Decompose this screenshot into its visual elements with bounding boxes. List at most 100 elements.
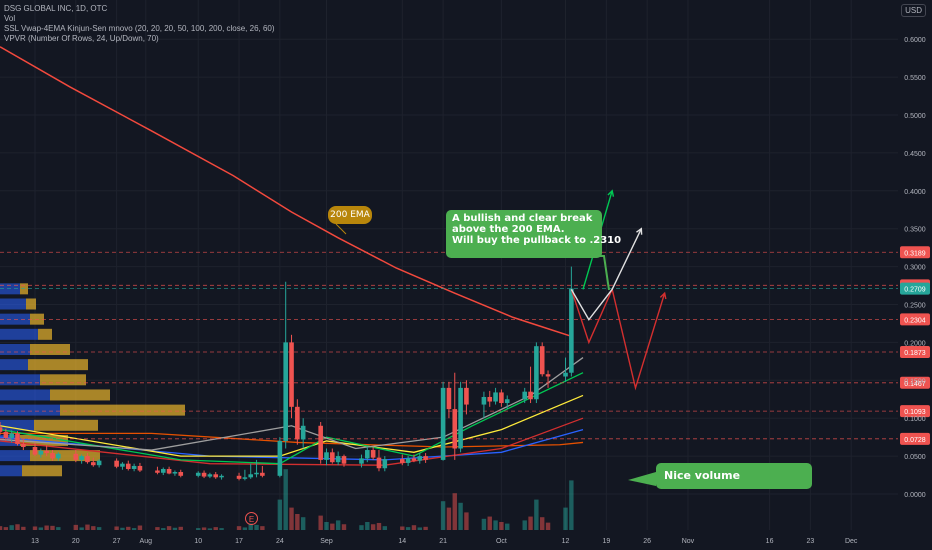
candle-body [563, 372, 568, 377]
volume-bar [300, 517, 306, 530]
volume-bar [318, 515, 323, 530]
volume-bar [96, 527, 102, 530]
candle-body [534, 346, 539, 400]
volume-bar [370, 524, 376, 530]
volume-bar [73, 524, 79, 530]
vpvr-down-bar [50, 389, 110, 401]
price-level-label: 0.2304 [904, 317, 926, 324]
vpvr-down-bar [22, 465, 62, 477]
price-level-label: 0.2709 [904, 287, 926, 294]
candle-body [405, 458, 411, 463]
neutral-projection-arrow [570, 228, 642, 321]
moving-average-line [0, 372, 584, 465]
time-tick-label: 23 [806, 538, 814, 545]
breakout-callout: A bullish and clear break above the 200 … [446, 210, 621, 258]
volume-bar [405, 527, 411, 530]
volume-bar [207, 528, 213, 530]
candle-body [446, 387, 452, 410]
volume-bar [324, 522, 329, 530]
vpvr-indicator-label[interactable]: VPVR (Number Of Rows, 24, Up/Down, 70) [4, 34, 159, 43]
candle-body [440, 387, 446, 460]
candle-body [545, 374, 551, 377]
price-level-label: 0.1467 [904, 381, 926, 388]
vpvr-down-bar [60, 404, 185, 416]
volume-bar [335, 520, 341, 530]
candle-body [236, 475, 242, 479]
vpvr-up-bar [0, 450, 30, 462]
candle-body [178, 472, 184, 476]
price-axis: 0.31890.27530.27090.23040.18730.14670.10… [900, 37, 930, 499]
earnings-marker[interactable]: E [245, 512, 258, 525]
candle-body [254, 472, 259, 475]
price-level-tag [900, 246, 930, 259]
volume-bar [38, 527, 44, 530]
price-tick-label: 0.3500 [904, 227, 926, 234]
candle-body [376, 457, 382, 469]
vpvr-down-bar [40, 374, 86, 386]
candle-body [289, 342, 294, 407]
candle-body [260, 472, 265, 476]
price-level-label: 0.3189 [904, 250, 926, 257]
volume-bar [172, 527, 178, 530]
volume-bar [411, 525, 417, 530]
price-level-label: 0.1093 [904, 409, 926, 416]
volume-bar [166, 526, 172, 530]
candle-body [452, 409, 458, 449]
time-tick-label: 14 [398, 538, 406, 545]
candle-body [493, 392, 498, 402]
candle-body [172, 472, 178, 474]
candle-body [166, 468, 172, 474]
volume-bar [522, 520, 527, 530]
volume-bar [178, 526, 183, 530]
symbol-title[interactable]: DSG GLOBAL INC, 1D, OTC [4, 4, 108, 13]
volume-bar [423, 526, 428, 530]
price-tick-label: 0.2000 [904, 340, 926, 347]
volume-bar [481, 518, 487, 530]
vol-indicator-label[interactable]: Vol [4, 14, 16, 23]
candle-body [201, 472, 207, 477]
volume-bar [330, 523, 335, 530]
currency-button[interactable]: USD [901, 4, 926, 17]
price-tick-label: 0.5500 [904, 75, 926, 82]
volume-bar [213, 527, 218, 530]
time-tick-label: 24 [276, 538, 284, 545]
vpvr-up-bar [0, 359, 28, 371]
price-tick-label: 0.1500 [904, 378, 926, 385]
volume-bar [15, 524, 20, 530]
candle-body [277, 440, 283, 476]
volume-bar [341, 524, 347, 530]
candle-body [365, 450, 370, 459]
candle-body [359, 458, 364, 464]
candle-body [79, 456, 84, 460]
volume-bar [242, 527, 248, 530]
price-level-tag [900, 282, 930, 295]
time-tick-label: 12 [562, 538, 570, 545]
candle-body [248, 474, 254, 478]
volume-bar [545, 522, 551, 530]
price-level-label: 0.0728 [904, 437, 926, 444]
volume-bar [85, 524, 90, 530]
time-tick-label: 20 [72, 538, 80, 545]
callout-line-2: above the 200 EMA. [452, 224, 565, 235]
moving-average-line [0, 394, 584, 457]
candle-body [9, 433, 14, 438]
candlesticks [0, 266, 574, 481]
volume-bar [458, 502, 463, 530]
price-tick-label: 0.0500 [904, 454, 926, 461]
price-level-tag [900, 376, 930, 389]
moving-average-line [0, 432, 584, 448]
candle-body [137, 465, 143, 471]
volume-bar [505, 523, 510, 530]
price-level-tag [900, 313, 930, 326]
volume-bar [56, 527, 61, 530]
price-level-tag [900, 405, 930, 418]
volume-bar [260, 526, 265, 530]
candle-body [0, 427, 3, 432]
candle-body [114, 460, 119, 467]
ssl-indicator-label[interactable]: SSL Vwap-4EMA Kinjun-Sen mnovo (20, 20, … [4, 24, 275, 33]
volume-bar [289, 507, 294, 530]
time-tick-label: Nov [682, 538, 695, 545]
candle-body [131, 465, 137, 469]
candle-body [481, 396, 487, 405]
